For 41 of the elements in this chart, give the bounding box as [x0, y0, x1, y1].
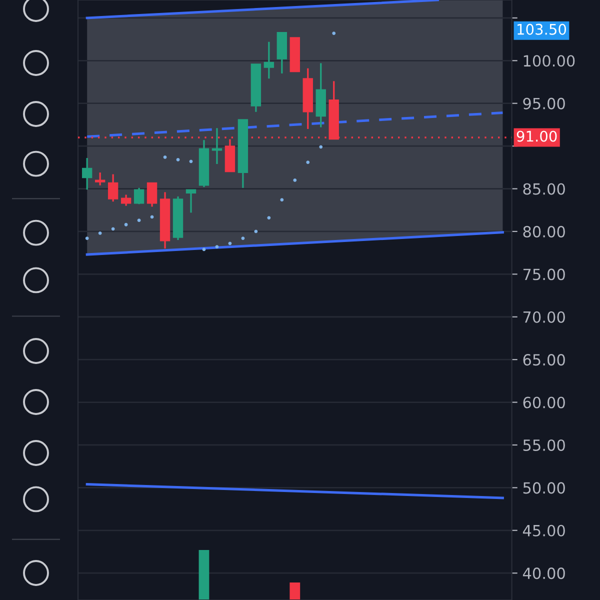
y-tick-label: 100.00 — [524, 55, 575, 67]
point — [267, 216, 271, 220]
text: 103.50 — [518, 24, 566, 35]
point — [319, 145, 323, 149]
point — [98, 231, 102, 235]
point — [137, 218, 141, 222]
y-tick-label: 55.00 — [523, 439, 565, 452]
ref-line-label: 91.00 — [516, 130, 557, 142]
y-tick-label: 50.00 — [523, 482, 565, 494]
y-tick-label: 70.00 — [523, 311, 565, 323]
point — [332, 32, 336, 36]
point — [124, 222, 128, 226]
point — [228, 242, 232, 246]
point — [215, 245, 219, 249]
candlestick — [186, 188, 196, 214]
y-tick-label: 85.00 — [523, 183, 565, 195]
y-tick-label: 40.00 — [522, 568, 565, 580]
point — [293, 178, 297, 182]
y-tick-label: 65.00 — [523, 354, 565, 366]
point — [254, 230, 258, 234]
y-tick-label: 95.00 — [523, 98, 565, 110]
y-tick-label: 60.00 — [523, 396, 565, 408]
candlestick — [108, 173, 118, 202]
candlestick — [212, 127, 222, 165]
y-tick-label: 75.00 — [523, 268, 565, 280]
candlestick — [94, 172, 106, 186]
candlestick — [82, 157, 92, 190]
point — [85, 236, 89, 240]
candlestick — [146, 182, 158, 208]
point — [111, 227, 115, 231]
candlestick — [264, 41, 274, 80]
y-tick-label: 45.00 — [522, 524, 565, 536]
point — [306, 160, 310, 164]
point — [241, 236, 245, 240]
point — [176, 158, 180, 162]
point — [202, 248, 206, 252]
candlestick — [120, 194, 132, 207]
y-tick-label: 80.00 — [523, 226, 565, 238]
point — [163, 155, 167, 159]
point — [280, 198, 284, 202]
candlestick — [134, 187, 144, 205]
